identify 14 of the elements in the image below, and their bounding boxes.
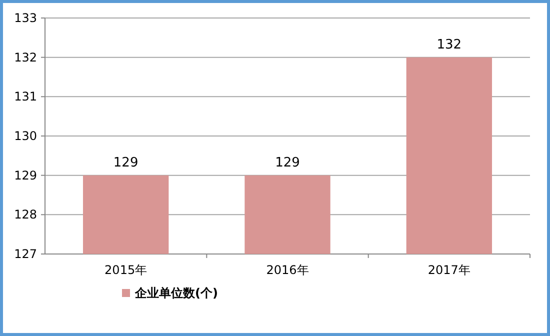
y-tick-label: 128 [14,208,37,222]
y-tick-label: 133 [14,11,37,25]
y-tick-label: 131 [14,90,37,104]
x-tick-label: 2015年 [104,263,148,277]
y-tick-label: 129 [14,168,37,182]
y-tick-label: 130 [14,129,37,143]
x-tick-label: 2016年 [266,263,309,277]
data-label: 129 [275,155,300,170]
y-tick-label: 127 [14,247,37,261]
x-tick-label: 2017年 [428,263,470,277]
data-label: 129 [113,155,138,170]
legend-label: 企业单位数(个) [134,286,218,300]
data-label: 132 [436,37,462,52]
y-tick-label: 132 [14,50,37,64]
